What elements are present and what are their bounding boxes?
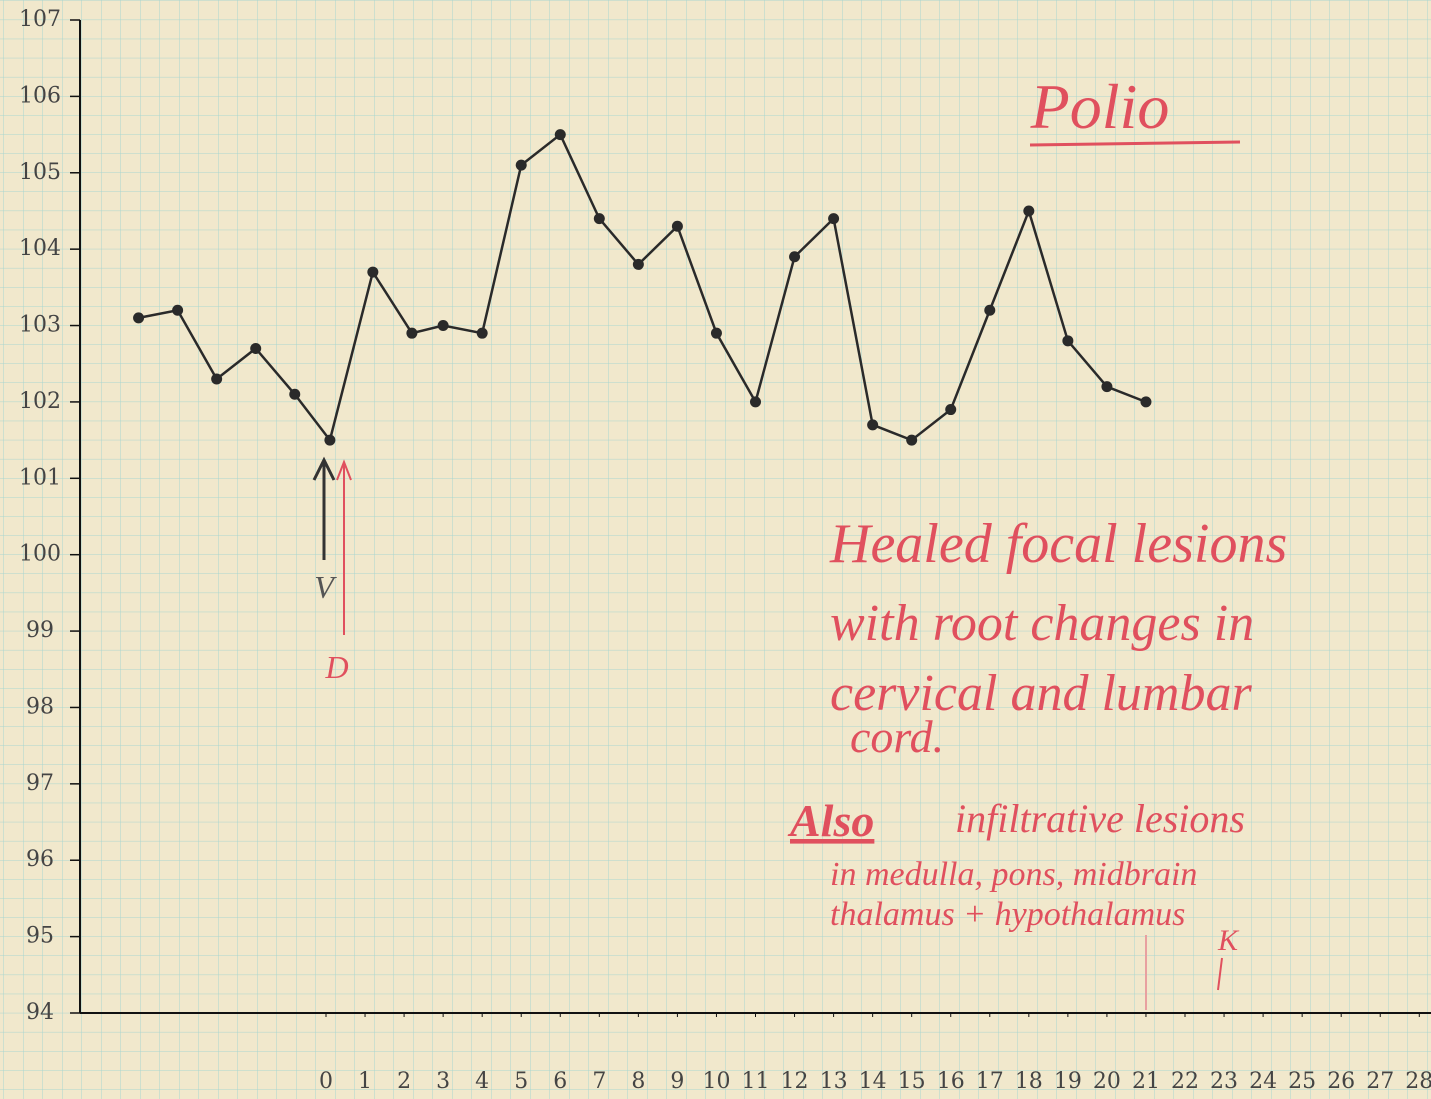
x-tick-label: 18 (1015, 1069, 1043, 1094)
y-tick-label: 105 (19, 160, 61, 185)
x-tick-label: 15 (898, 1069, 926, 1094)
y-tick-label: 103 (19, 313, 61, 338)
x-tick-label: 9 (670, 1069, 684, 1094)
y-tick-label: 102 (19, 389, 61, 414)
point (632, 258, 644, 270)
point (1023, 205, 1035, 217)
annotation: D (324, 649, 348, 685)
y-tick-label: 100 (19, 542, 61, 567)
point (367, 266, 379, 278)
annotation: Also (787, 795, 874, 846)
point (789, 251, 801, 263)
x-tick-label: 21 (1132, 1069, 1160, 1094)
chart-title: Polio (1030, 71, 1170, 142)
arrow-head (336, 459, 352, 481)
y-tick-label: 98 (26, 694, 54, 719)
point (906, 434, 918, 446)
point (437, 320, 449, 332)
x-tick-label: 22 (1171, 1069, 1199, 1094)
point (515, 159, 527, 171)
point (750, 396, 761, 408)
annotation: in medulla, pons, midbrain (830, 856, 1197, 893)
x-tick-label: 2 (397, 1069, 411, 1094)
y-tick-label: 107 (19, 7, 61, 32)
annotation: thalamus + hypothalamus (830, 896, 1185, 933)
x-tick-label: 7 (592, 1069, 606, 1094)
point (324, 434, 336, 446)
point (828, 213, 840, 225)
point (1140, 396, 1152, 408)
annotation: Healed focal lesions (829, 513, 1287, 575)
x-tick-label: 20 (1093, 1069, 1121, 1094)
point (867, 419, 879, 431)
y-tick-label: 99 (26, 618, 54, 643)
x-tick-label: 1 (358, 1069, 372, 1094)
y-tick-label: 95 (26, 924, 54, 949)
y-tick-label: 106 (19, 83, 61, 108)
annotation: V (314, 569, 337, 605)
x-tick-label: 3 (436, 1069, 450, 1094)
x-tick-label: 27 (1366, 1069, 1394, 1094)
point (945, 404, 957, 416)
x-tick-label: 4 (475, 1069, 489, 1094)
annotation: K (1217, 924, 1240, 957)
x-tick-label: 8 (631, 1069, 645, 1094)
x-tick-label: 16 (937, 1069, 965, 1094)
point (133, 312, 145, 324)
y-tick-label: 101 (19, 465, 61, 490)
x-tick-label: 6 (553, 1069, 567, 1094)
x-tick-label: 10 (702, 1069, 730, 1094)
x-tick-label: 13 (820, 1069, 848, 1094)
x-tick-label: 19 (1054, 1069, 1082, 1094)
arrow-head (312, 456, 336, 481)
point (710, 327, 722, 339)
point (211, 373, 223, 385)
x-tick-label: 11 (742, 1069, 770, 1094)
point (554, 129, 566, 141)
x-tick-label: 0 (319, 1069, 333, 1094)
x-tick-label: 25 (1288, 1069, 1316, 1094)
point (671, 220, 683, 232)
annotation: cervical and lumbar (830, 665, 1252, 722)
point (250, 342, 262, 354)
point (289, 388, 301, 400)
y-tick-label: 96 (26, 847, 54, 872)
point (1101, 381, 1113, 393)
point (172, 304, 184, 316)
point (406, 327, 418, 339)
point (984, 304, 996, 316)
point (1062, 335, 1074, 347)
x-tick-label: 23 (1210, 1069, 1238, 1094)
x-tick-label: 5 (514, 1069, 528, 1094)
x-tick-label: 14 (859, 1069, 887, 1094)
y-tick-label: 104 (19, 236, 61, 261)
y-tick-label: 97 (26, 771, 54, 796)
x-tick-label: 28 (1405, 1069, 1431, 1094)
annotation: cord. (850, 711, 944, 762)
annotation: infiltrative lesions (955, 796, 1245, 841)
x-tick-label: 24 (1249, 1069, 1277, 1094)
x-tick-label: 17 (976, 1069, 1004, 1094)
title-underline (1029, 140, 1241, 147)
point (593, 213, 605, 225)
point (476, 327, 488, 339)
annotation: with root changes in (830, 595, 1254, 652)
x-tick-label: 12 (781, 1069, 809, 1094)
y-tick-label: 94 (26, 1000, 54, 1025)
x-tick-label: 26 (1327, 1069, 1355, 1094)
arrow (1217, 957, 1223, 991)
